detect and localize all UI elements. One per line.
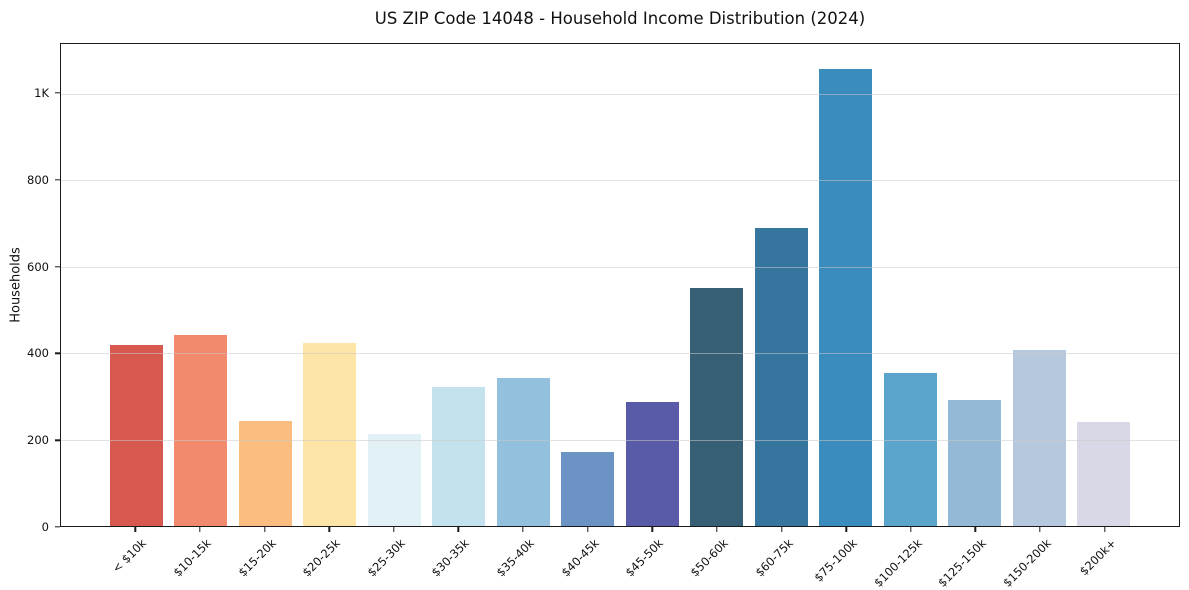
x-tick-label: $40-45k xyxy=(558,536,602,580)
x-tick-label: $60-75k xyxy=(752,536,796,580)
y-tick-mark xyxy=(55,179,60,181)
x-tick-mark xyxy=(457,527,460,532)
bar-slot xyxy=(685,44,750,526)
x-tick-label: $200k+ xyxy=(1076,536,1119,579)
bar-$60-75k xyxy=(754,228,808,526)
bar-$30-35k xyxy=(432,386,486,526)
x-tick-mark xyxy=(845,527,847,532)
bar-$200k+ xyxy=(1077,422,1131,526)
bar-slot xyxy=(233,44,298,526)
bar-$10-15k xyxy=(174,335,228,526)
bar-slot xyxy=(104,44,169,526)
x-tick-label: $50-60k xyxy=(687,536,731,580)
bar-slot xyxy=(943,44,1008,526)
x-tick-label: $150-200k xyxy=(1000,536,1054,590)
x-tick-mark xyxy=(651,527,654,532)
bar-slot xyxy=(298,44,363,526)
x-tick-label: < $10k xyxy=(109,536,150,576)
gridline-800 xyxy=(61,180,1179,182)
x-tick-label: $25-30k xyxy=(364,536,408,580)
y-tick-label: 0 xyxy=(41,520,49,534)
bar-$150-200k xyxy=(1012,350,1066,526)
bar-$75-100k xyxy=(819,68,873,526)
bar-$35-40k xyxy=(496,378,550,526)
x-tick-mark xyxy=(910,527,912,532)
y-tick-mark xyxy=(55,92,60,94)
x-tick-mark xyxy=(522,527,524,532)
bar-slot xyxy=(620,44,685,526)
x-tick-mark xyxy=(263,527,266,532)
y-tick-label: 400 xyxy=(27,346,49,361)
bar-slot xyxy=(556,44,621,526)
chart-title: US ZIP Code 14048 - Household Income Dis… xyxy=(374,9,866,28)
y-tick-label: 200 xyxy=(27,433,49,448)
plot-area xyxy=(60,43,1180,527)
bar-$50-60k xyxy=(690,287,744,526)
x-tick-label: $125-150k xyxy=(935,536,990,590)
gridline-200 xyxy=(61,439,1179,441)
bar-$100-125k xyxy=(883,373,937,526)
x-tick-label: $35-40k xyxy=(493,536,537,580)
y-tick-label: 1K xyxy=(34,85,49,100)
gridline-1K xyxy=(61,93,1179,95)
x-tick-mark xyxy=(716,527,718,532)
x-axis-ticks: < $10k $10-15k $15-20k $20-25k $25-30k $30-35… xyxy=(60,527,1180,590)
x-tick-label: $15-20k xyxy=(235,536,279,580)
x-tick-label: $10-15k xyxy=(170,536,214,580)
x-tick-mark xyxy=(1103,527,1106,532)
bar-slot xyxy=(878,44,943,526)
y-tick-mark xyxy=(55,352,60,355)
bar-$45-50k xyxy=(625,401,679,526)
bar-slot xyxy=(1072,44,1137,526)
x-tick-label: $20-25k xyxy=(299,536,344,580)
bar-$40-45k xyxy=(561,452,615,526)
bar-$20-25k xyxy=(303,342,357,526)
y-tick-mark xyxy=(55,526,60,528)
bar-$125-150k xyxy=(948,399,1002,526)
x-tick-mark xyxy=(199,527,201,532)
bar-slot xyxy=(814,44,879,526)
x-tick-mark xyxy=(1039,527,1041,532)
x-tick-label: $45-50k xyxy=(622,536,667,580)
y-tick-mark xyxy=(55,265,60,268)
y-tick-label: 800 xyxy=(27,172,49,187)
bar-slot xyxy=(362,44,427,526)
bar-slot xyxy=(1007,44,1072,526)
bar-$15-20k xyxy=(238,420,292,526)
bar-$25-30k xyxy=(367,433,421,526)
x-tick-label: $75-100k xyxy=(811,536,861,585)
bar-slot xyxy=(427,44,492,526)
x-tick-mark xyxy=(974,527,977,532)
gridline-600 xyxy=(61,266,1179,268)
y-tick-label: 600 xyxy=(27,259,49,274)
x-tick-label: $30-35k xyxy=(428,536,473,580)
bar-slot xyxy=(491,44,556,526)
y-axis-ticks: 0 200 400 600 800 1K xyxy=(0,43,60,534)
gridline-400 xyxy=(61,353,1179,355)
bar-slot xyxy=(169,44,234,526)
y-tick-mark xyxy=(55,439,60,441)
bar-< $10k xyxy=(109,345,163,526)
bars-container xyxy=(61,44,1179,526)
x-tick-mark xyxy=(393,527,395,532)
bar-slot xyxy=(749,44,814,526)
x-tick-mark xyxy=(134,527,137,532)
x-tick-label: $100-125k xyxy=(870,536,925,590)
x-tick-mark xyxy=(586,527,589,532)
x-tick-mark xyxy=(328,527,330,532)
x-tick-mark xyxy=(780,527,783,532)
